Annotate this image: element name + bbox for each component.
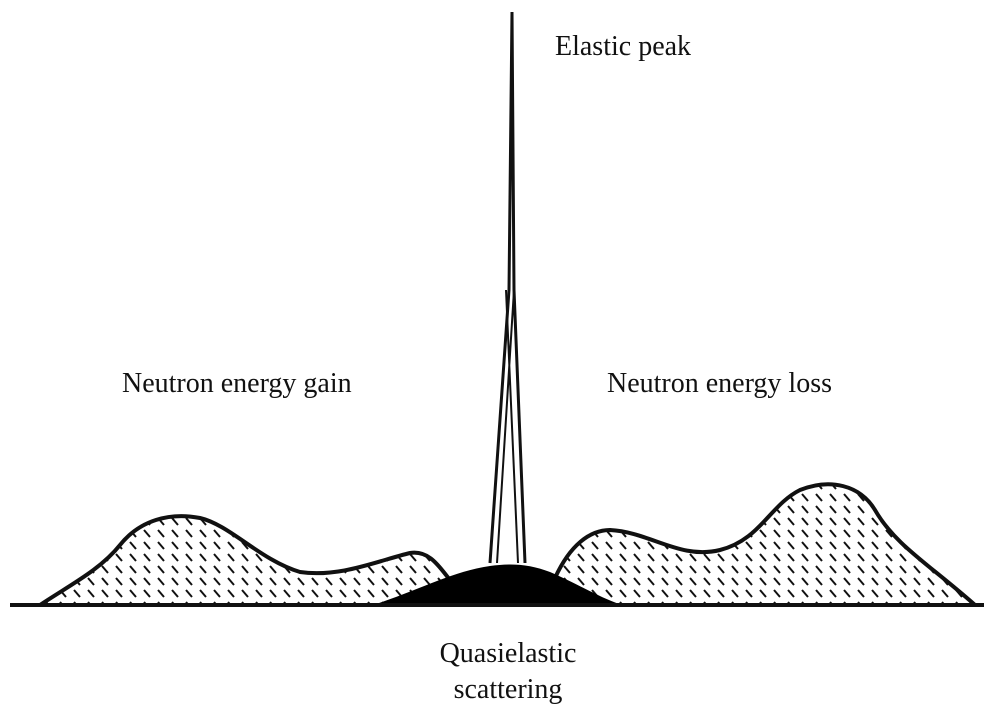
quasielastic-label: scattering — [454, 674, 563, 705]
elastic-peak — [488, 11, 527, 564]
quasielastic-peak — [370, 564, 625, 606]
loss-hump — [552, 482, 981, 607]
elastic-label: Elastic peak — [555, 31, 691, 62]
elastic-peak-inner — [496, 289, 519, 564]
loss-label: Neutron energy loss — [607, 368, 832, 399]
gain-hump — [33, 514, 463, 607]
gain-label: Neutron energy gain — [122, 368, 352, 399]
quasielastic-label: Quasielastic — [440, 638, 577, 669]
